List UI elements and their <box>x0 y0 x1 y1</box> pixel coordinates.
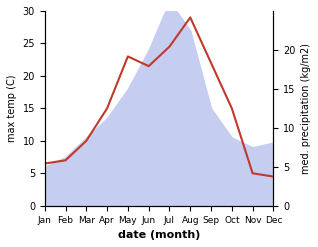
Y-axis label: med. precipitation (kg/m2): med. precipitation (kg/m2) <box>301 43 311 174</box>
X-axis label: date (month): date (month) <box>118 230 200 240</box>
Y-axis label: max temp (C): max temp (C) <box>7 75 17 142</box>
